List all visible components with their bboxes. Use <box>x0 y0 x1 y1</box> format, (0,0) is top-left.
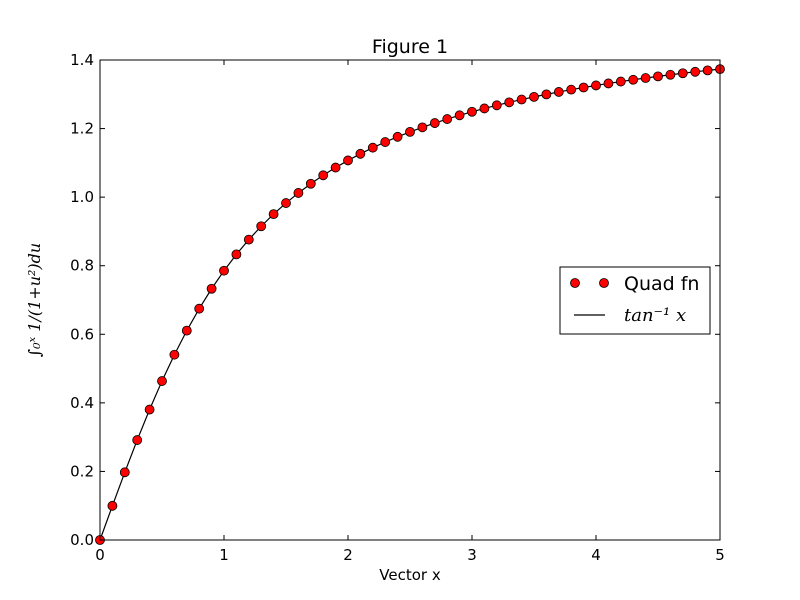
data-point <box>405 126 415 137</box>
data-point <box>293 188 304 198</box>
legend: Quad fn tan⁻¹ x <box>559 266 711 335</box>
y-tick-label: 1.0 <box>70 188 94 206</box>
data-point <box>690 66 701 77</box>
y-tick-label: 0.0 <box>70 531 94 549</box>
y-tick-label: 0.6 <box>70 325 94 343</box>
data-point <box>169 349 180 360</box>
legend-label-arctan: tan⁻¹ x <box>624 305 686 326</box>
data-point <box>603 78 614 89</box>
y-axis: 0.0 0.2 0.4 0.6 0.8 1.0 1.2 1.4 <box>70 51 720 549</box>
data-point <box>417 122 428 133</box>
data-point <box>491 100 502 111</box>
data-point <box>553 87 564 97</box>
y-tick-label: 1.4 <box>70 51 94 69</box>
x-tick-label: 1 <box>219 546 229 564</box>
data-point <box>219 265 229 276</box>
y-tick-label: 0.4 <box>70 394 94 412</box>
data-point <box>231 249 242 260</box>
legend-marker-quad-2 <box>599 278 609 288</box>
legend-entry-arctan: tan⁻¹ x <box>574 305 686 326</box>
x-tick-label: 3 <box>467 546 477 564</box>
data-point <box>367 142 378 153</box>
data-point <box>318 170 329 181</box>
y-tick-label: 0.8 <box>70 257 94 275</box>
data-point <box>429 118 440 128</box>
data-point <box>305 178 316 189</box>
data-point <box>330 162 341 173</box>
data-point <box>677 68 688 79</box>
data-point <box>206 283 217 294</box>
data-point <box>442 114 453 124</box>
legend-label-quad: Quad fn <box>624 273 699 295</box>
data-point <box>181 325 192 336</box>
data-point <box>144 404 155 415</box>
y-tick-label: 0.2 <box>70 462 94 480</box>
data-point <box>578 82 589 93</box>
data-point <box>392 131 403 142</box>
data-point <box>516 94 527 105</box>
x-axis: 0 1 2 3 4 5 <box>95 60 725 564</box>
x-tick-label: 2 <box>343 546 353 564</box>
data-point <box>591 80 601 91</box>
data-point <box>194 303 205 314</box>
legend-marker-quad <box>570 278 580 288</box>
data-point <box>256 221 267 232</box>
data-point <box>467 106 477 117</box>
chart-title: Figure 1 <box>372 36 448 58</box>
axes-frame <box>99 59 721 541</box>
legend-box <box>559 266 711 335</box>
x-tick-label: 4 <box>591 546 601 564</box>
x-tick-label: 5 <box>715 546 725 564</box>
data-point <box>566 84 577 95</box>
data-point <box>380 137 391 147</box>
data-point <box>665 69 676 80</box>
data-point <box>615 76 626 87</box>
data-point <box>640 73 651 83</box>
data-point <box>157 376 167 386</box>
data-point <box>653 71 663 82</box>
data-point <box>628 74 639 85</box>
data-point <box>454 110 465 121</box>
data-point <box>107 500 118 511</box>
y-axis-title: ∫₀ˣ 1/(1+u²)du <box>25 243 44 357</box>
data-point <box>119 467 130 478</box>
data-point <box>268 209 279 220</box>
legend-entry-quad: Quad fn <box>570 273 699 295</box>
data-point <box>243 234 254 245</box>
x-tick-label: 0 <box>95 546 105 564</box>
data-point <box>281 198 291 208</box>
data-point <box>541 89 552 100</box>
data-point <box>355 148 366 159</box>
x-axis-title: Vector x <box>379 566 441 584</box>
data-point <box>343 155 353 166</box>
data-point <box>479 103 490 114</box>
data-point <box>132 435 143 445</box>
series-markers <box>95 64 725 545</box>
y-tick-label: 1.2 <box>70 120 94 138</box>
data-point <box>702 65 713 76</box>
data-point <box>504 97 515 108</box>
data-point <box>529 91 539 102</box>
